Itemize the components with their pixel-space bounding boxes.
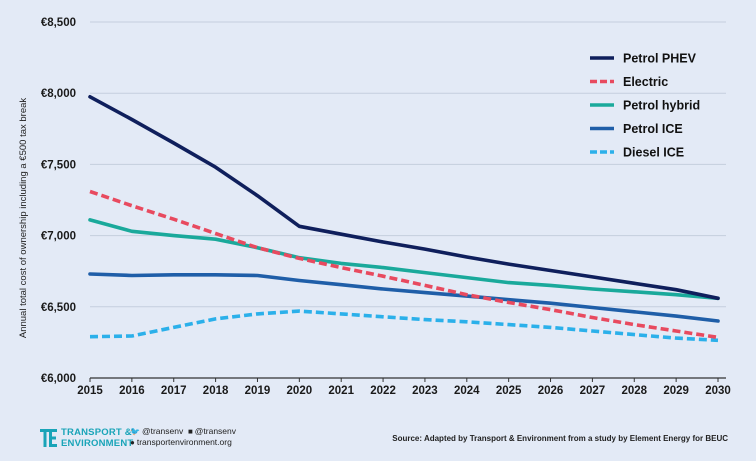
twitter-icon: 🐦 (130, 427, 140, 436)
gridlines (90, 21, 726, 379)
y-tick-label: €6,000 (41, 373, 76, 385)
te-logo-icon (40, 429, 57, 447)
series-line-electric (89, 189, 719, 340)
legend-label: Petrol PHEV (623, 52, 697, 66)
x-tick-label: 2022 (370, 385, 396, 397)
y-tick-label: €7,000 (41, 231, 76, 243)
facebook-icon: ■ (187, 427, 193, 436)
legend: Petrol PHEV Electric Petrol hybrid Petrol I… (590, 52, 700, 160)
x-tick-label: 2028 (621, 385, 647, 397)
x-tick-label: 2018 (203, 385, 229, 397)
legend-label: Petrol ICE (623, 122, 683, 136)
x-tick-label: 2019 (245, 385, 271, 397)
x-tick-label: 2020 (287, 385, 313, 397)
x-axis-ticks: 2015 2016 2017 2018 2019 2020 2021 2022 2023 2024… (77, 378, 731, 397)
y-axis-label: Annual total cost of ownership including… (18, 98, 29, 339)
y-axis-ticks: €6,000 €6,500 €7,000 €7,500 €8,000 €8,500 (41, 17, 76, 385)
legend-label: Petrol hybrid (623, 99, 700, 113)
x-tick-label: 2027 (580, 385, 606, 397)
x-tick-label: 2029 (663, 385, 689, 397)
x-tick-label: 2016 (119, 385, 145, 397)
series-lines (88, 95, 720, 343)
x-tick-label: 2023 (412, 385, 438, 397)
legend-label: Diesel ICE (623, 146, 684, 160)
twitter-handle[interactable]: @transenv (141, 426, 184, 436)
source-note: Source: Adapted by Transport & Environme… (392, 434, 728, 443)
logo-line-2: ENVIRONMENT (61, 438, 134, 449)
y-tick-label: €6,500 (41, 302, 76, 314)
facebook-handle[interactable]: @transenv (194, 426, 237, 436)
x-tick-label: 2015 (77, 385, 103, 397)
x-tick-label: 2025 (496, 385, 522, 397)
logo-line-1: TRANSPORT & (61, 427, 132, 438)
y-tick-label: €7,500 (41, 159, 76, 171)
globe-icon: ● (130, 438, 135, 447)
website-link[interactable]: transportenvironment.org (136, 437, 232, 447)
transport-environment-logo: TRANSPORT & ENVIRONMENT (40, 426, 133, 450)
y-tick-label: €8,000 (41, 88, 76, 100)
series-line-petrol-phev (88, 95, 720, 301)
x-tick-label: 2024 (454, 385, 480, 397)
series-line-petrol-ice (88, 272, 720, 323)
x-tick-label: 2017 (161, 385, 187, 397)
y-tick-label: €8,500 (41, 17, 76, 29)
social-links: 🐦 @transenv ■ @transenv ● transportenvironm… (130, 426, 236, 448)
series-line-petrol-hybrid (88, 218, 720, 301)
x-tick-label: 2030 (705, 385, 731, 397)
line-chart: €6,000 €6,500 €7,000 €7,500 €8,000 €8,500 201… (18, 17, 731, 397)
footer: TRANSPORT & ENVIRONMENT 🐦 @transenv ■ @tra… (0, 420, 756, 461)
series-line-diesel-ice (89, 309, 719, 343)
x-tick-label: 2021 (328, 385, 354, 397)
x-tick-label: 2026 (538, 385, 564, 397)
legend-label: Electric (623, 75, 668, 89)
